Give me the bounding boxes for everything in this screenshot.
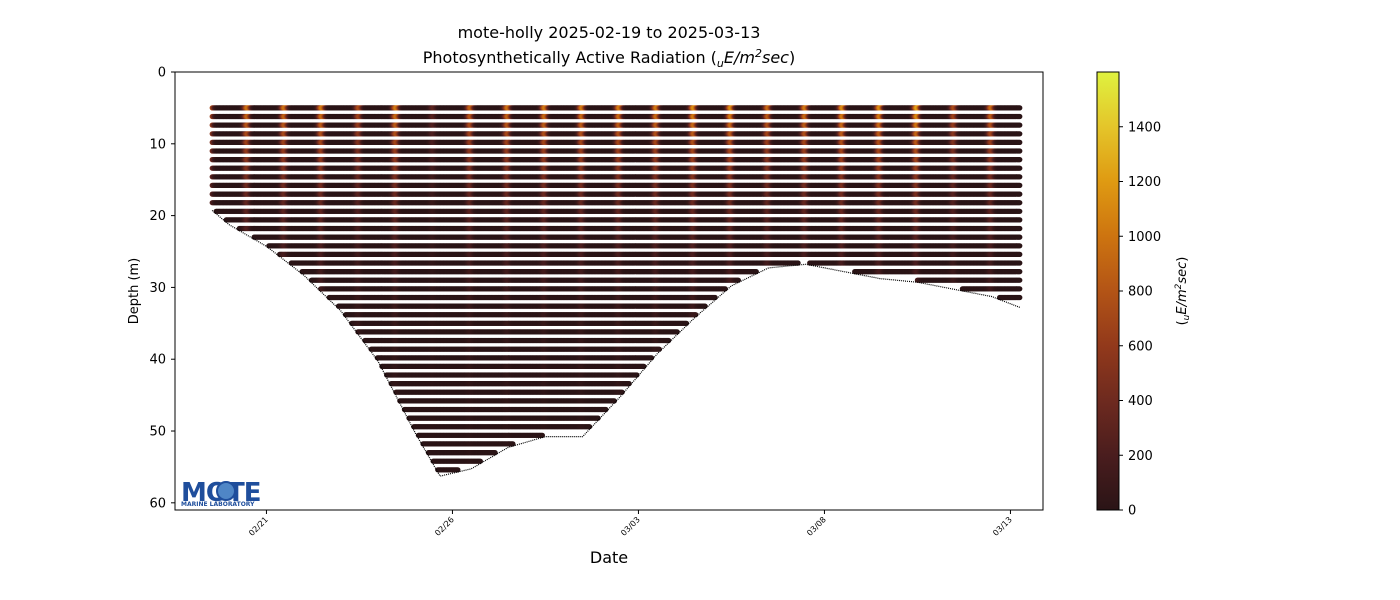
chart-title: mote-holly 2025-02-19 to 2025-03-13 [458,23,761,42]
chart-subtitle: Photosynthetically Active Radiation (uE/… [423,47,795,70]
data-layer [209,105,1023,477]
plot-area [174,71,1044,511]
